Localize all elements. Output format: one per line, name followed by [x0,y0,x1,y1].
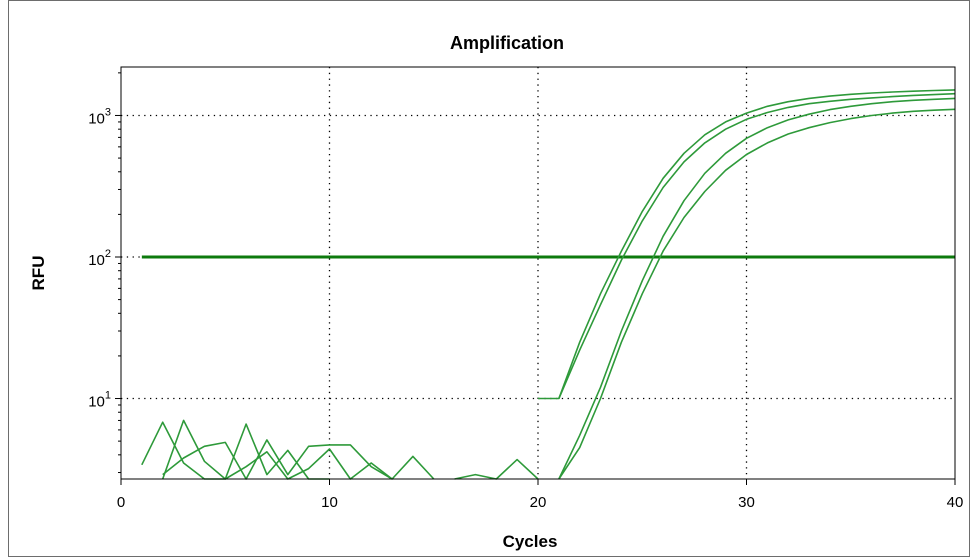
series-line-3 [558,97,956,480]
y-axis-label: RFU [29,256,48,291]
series-line-6 [161,419,330,480]
series-line-5 [141,421,226,480]
series-line-9 [454,458,539,480]
x-axis-label: Cycles [503,532,558,551]
plot-area-border [120,66,956,480]
series-layer [141,89,956,480]
grid [121,67,955,479]
series-line-2 [538,89,956,400]
amplification-chart: Amplification Cycles RFU 0 10 20 30 40 101 102… [29,33,964,551]
x-tick-label: 40 [947,494,964,511]
y-tick-label: 103 [88,106,111,127]
chart-title: Amplification [450,33,564,53]
tick-labels: 0 10 20 30 40 101 102 103 [88,72,964,511]
chart-frame: Amplification Cycles RFU 0 10 20 30 40 101 102… [8,0,970,557]
x-tick-label: 30 [738,494,755,511]
x-tick-label: 0 [117,494,125,511]
series-line-1 [558,92,956,399]
series-line-8 [224,448,435,480]
series-line-7 [162,439,393,480]
x-tick-label: 20 [530,494,547,511]
y-tick-label: 101 [88,390,111,411]
y-tick-label: 102 [88,248,111,269]
x-tick-label: 10 [321,494,338,511]
series-line-4 [558,108,956,480]
